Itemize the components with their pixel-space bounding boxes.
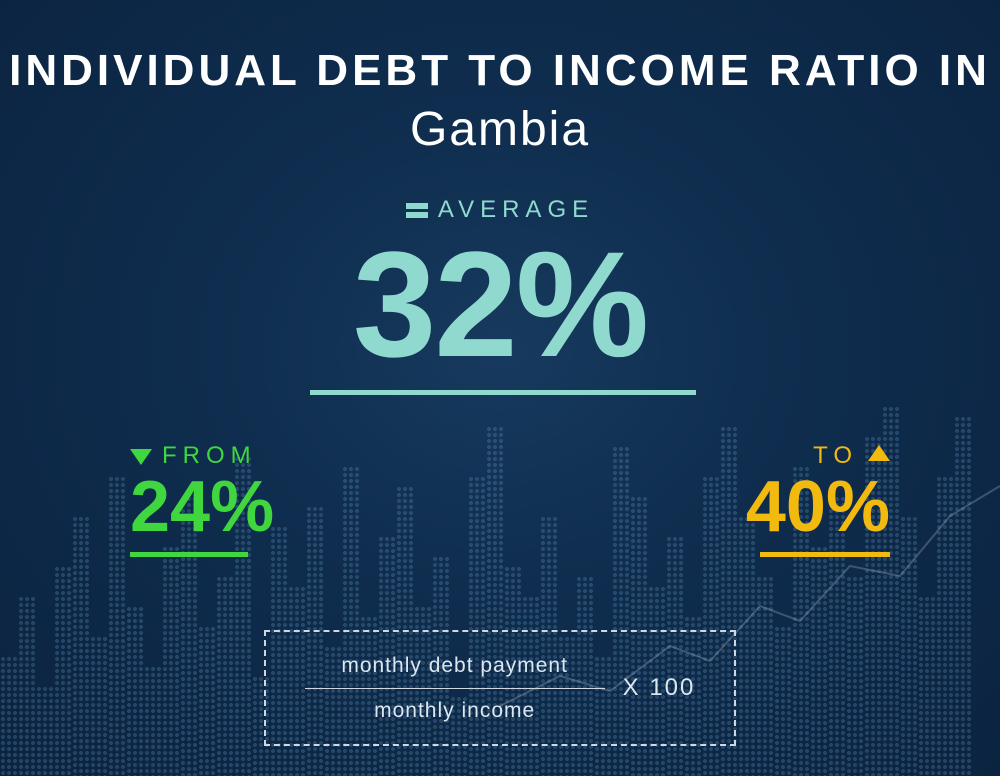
formula-fraction: monthly debt payment monthly income — [305, 648, 605, 729]
to-underline — [760, 552, 890, 557]
infographic-canvas: INDIVIDUAL DEBT TO INCOME RATIO IN Gambi… — [0, 0, 1000, 776]
arrow-down-icon — [130, 449, 152, 465]
to-value: 40% — [746, 466, 890, 548]
from-label: FROM — [162, 442, 257, 469]
to-label: TO — [813, 442, 858, 469]
title-line-1: INDIVIDUAL DEBT TO INCOME RATIO IN — [0, 46, 1000, 96]
from-block: FROM 24% — [130, 442, 274, 557]
formula-box: monthly debt payment monthly income X 10… — [264, 630, 736, 746]
to-block: TO 40% — [746, 442, 890, 557]
title-country: Gambia — [0, 102, 1000, 157]
formula-numerator: monthly debt payment — [305, 648, 605, 688]
from-value: 24% — [130, 466, 274, 548]
from-underline — [130, 552, 248, 557]
average-value: 32% — [0, 218, 1000, 391]
average-underline — [310, 390, 696, 395]
arrow-up-icon — [868, 445, 890, 461]
formula-denominator: monthly income — [305, 689, 605, 729]
formula-multiplier: X 100 — [623, 674, 696, 702]
